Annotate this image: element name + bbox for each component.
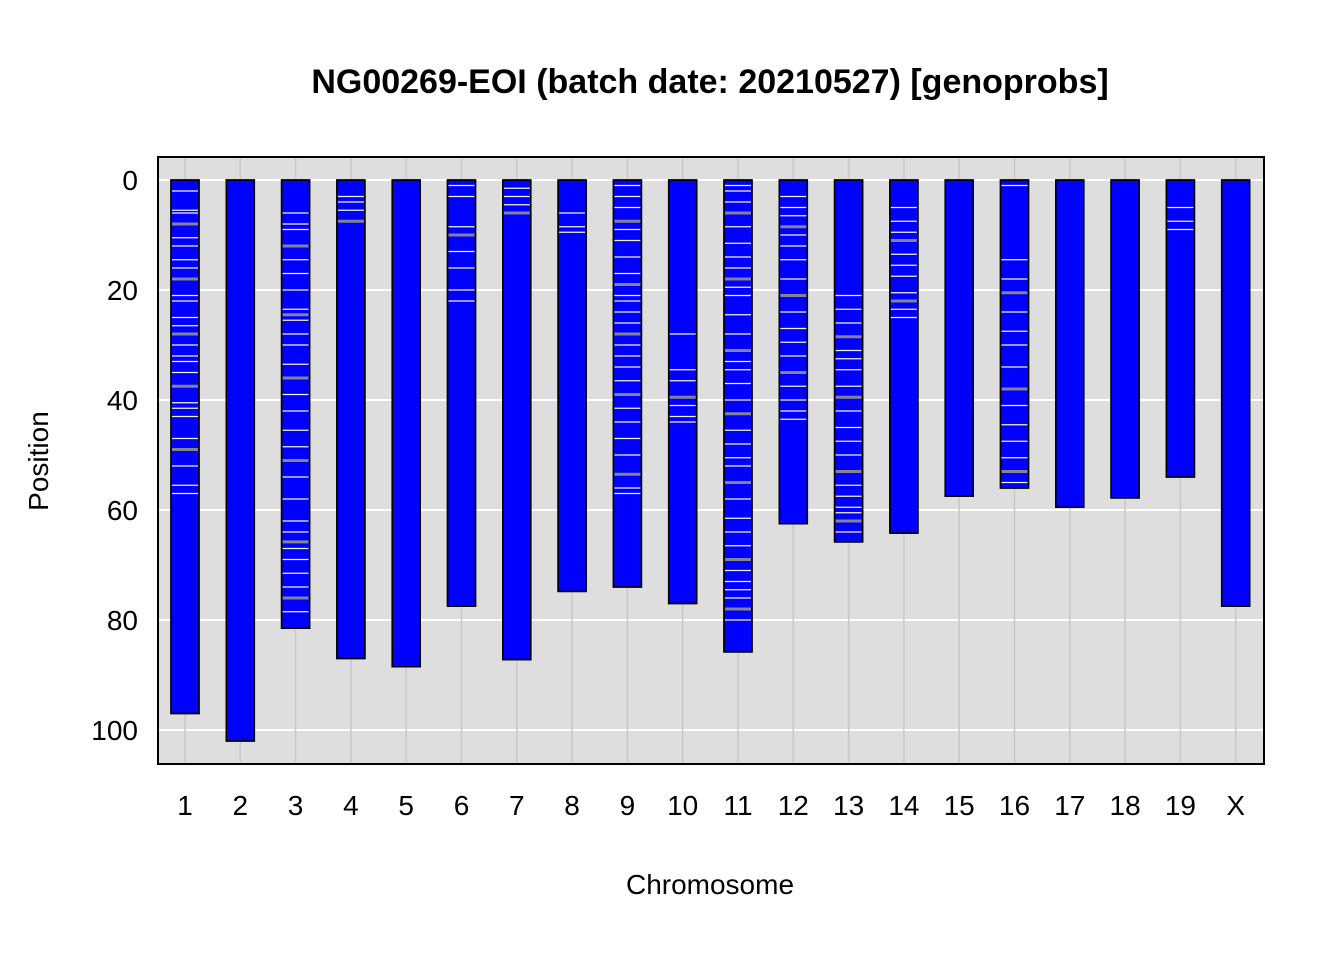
x-tick-label-3: 3 — [288, 790, 304, 821]
chromosome-outline-8 — [557, 179, 587, 593]
y-tick-label-0: 0 — [122, 165, 138, 196]
chromosome-outline-10 — [667, 179, 698, 605]
chromosome-outline-18 — [1110, 179, 1140, 499]
chromosome-bar-6 — [446, 179, 477, 607]
x-tick-label-1: 1 — [177, 790, 193, 821]
chromosome-outline-2 — [225, 179, 256, 742]
x-tick-label-18: 18 — [1110, 790, 1141, 821]
chromosome-outline-3 — [280, 179, 311, 629]
chromosome-bar-8 — [557, 179, 587, 593]
y-tick-label-20: 20 — [107, 275, 138, 306]
x-axis-label: Chromosome — [626, 869, 794, 900]
chromosome-outline-1 — [170, 179, 200, 715]
chromosome-bar-13 — [833, 179, 864, 543]
chromosome-outline-9 — [612, 179, 643, 588]
y-axis-label: Position — [23, 411, 54, 511]
x-tick-label-11: 11 — [723, 790, 752, 821]
x-tick-label-10: 10 — [667, 790, 698, 821]
chromosome-bar-12 — [778, 179, 809, 525]
x-tick-label-15: 15 — [944, 790, 975, 821]
x-tick-label-X: X — [1226, 790, 1245, 821]
plot-border — [157, 156, 1265, 765]
chromosome-outline-11 — [723, 179, 753, 653]
x-tick-label-7: 7 — [509, 790, 525, 821]
chromosome-bar-14 — [889, 179, 919, 534]
chromosome-bar-7 — [502, 179, 532, 661]
chromosome-outline-16 — [999, 179, 1030, 489]
chromosome-bar-X — [1220, 179, 1251, 607]
chromosome-bar-15 — [944, 179, 974, 497]
chromosome-bar-19 — [1165, 179, 1196, 478]
y-tick-label-60: 60 — [107, 495, 138, 526]
chromosome-outline-X — [1220, 179, 1251, 607]
x-tick-label-2: 2 — [233, 790, 249, 821]
chromosome-outline-7 — [502, 179, 532, 661]
chromosome-outline-13 — [833, 179, 864, 543]
x-tick-label-9: 9 — [620, 790, 636, 821]
y-tick-label-100: 100 — [91, 715, 138, 746]
chromosome-outline-6 — [446, 179, 477, 607]
chromosome-outline-19 — [1165, 179, 1196, 478]
chromosome-outline-12 — [778, 179, 809, 525]
x-tick-label-5: 5 — [398, 790, 414, 821]
chromosome-bar-5 — [391, 179, 421, 668]
x-tick-label-6: 6 — [454, 790, 470, 821]
chromosome-bar-10 — [667, 179, 698, 605]
y-tick-label-40: 40 — [107, 385, 138, 416]
chromosome-outline-15 — [944, 179, 974, 497]
x-tick-label-19: 19 — [1165, 790, 1196, 821]
x-tick-label-16: 16 — [999, 790, 1030, 821]
chromosome-outline-17 — [1055, 179, 1085, 508]
plot-background — [158, 157, 1264, 764]
x-tick-label-12: 12 — [778, 790, 809, 821]
x-tick-label-4: 4 — [343, 790, 359, 821]
chromosome-bar-17 — [1055, 179, 1085, 508]
chromosome-outline-5 — [391, 179, 421, 668]
chart-title: NG00269-EOI (batch date: 20210527) [geno… — [311, 63, 1108, 101]
chromosome-bar-9 — [612, 179, 643, 588]
x-tick-label-8: 8 — [564, 790, 580, 821]
x-tick-label-14: 14 — [888, 790, 919, 821]
x-tick-label-13: 13 — [833, 790, 864, 821]
chromosome-bar-2 — [225, 179, 256, 742]
chromosome-outline-4 — [336, 179, 366, 660]
chromosome-bar-4 — [336, 179, 366, 660]
chromosome-outline-14 — [889, 179, 919, 534]
y-tick-label-80: 80 — [107, 605, 138, 636]
chromosome-bar-18 — [1110, 179, 1140, 499]
x-tick-label-17: 17 — [1054, 790, 1085, 821]
